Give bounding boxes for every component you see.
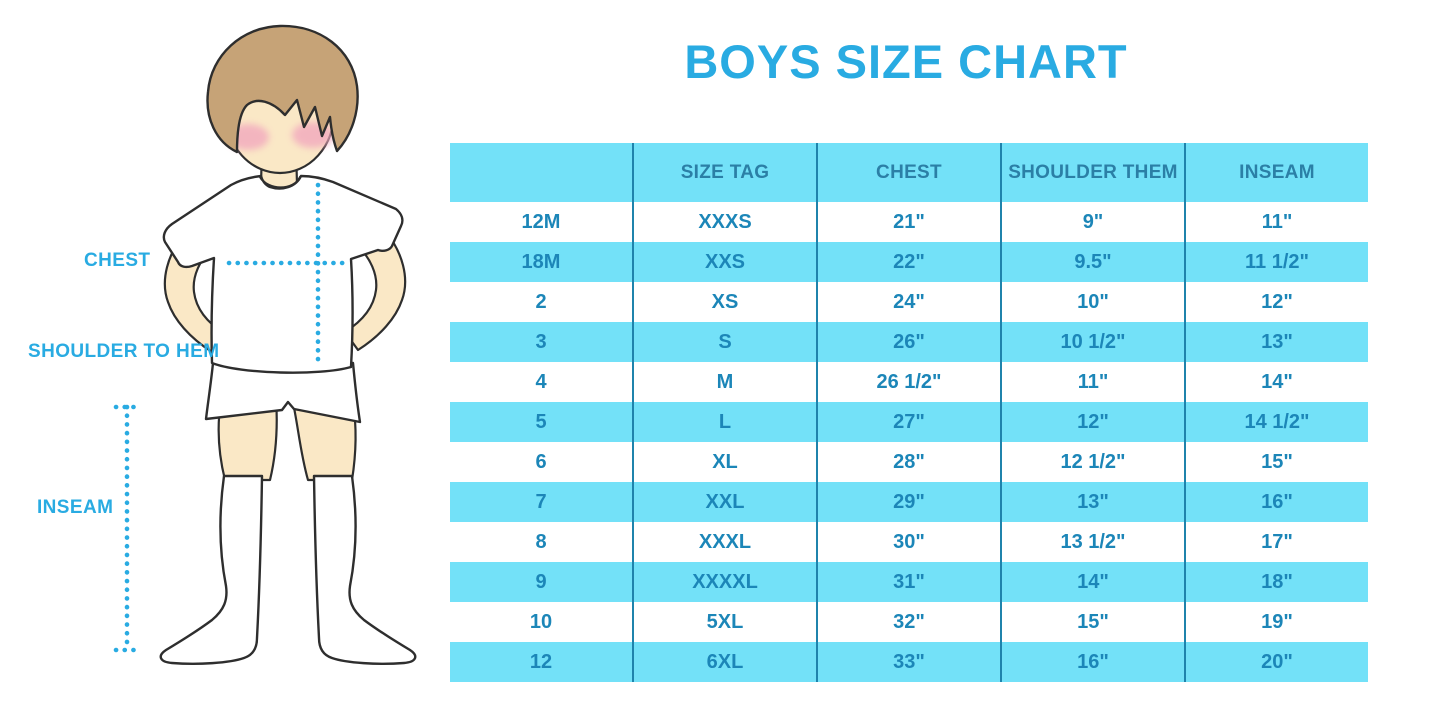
table-cell: 7 — [450, 482, 633, 522]
table-cell: 9.5" — [1000, 242, 1185, 282]
column-header: CHEST — [816, 143, 1001, 202]
table-row: 7 XXL 29" 13" 16" — [450, 482, 1368, 522]
table-row: 10 5XL 32" 15" 19" — [450, 602, 1368, 642]
table-cell: XXXXL — [632, 562, 817, 602]
left-knee — [217, 396, 278, 482]
table-row: 2 XS 24" 10" 12" — [450, 282, 1368, 322]
table-cell: XS — [632, 282, 817, 322]
table-row: 12 6XL 33" 16" 20" — [450, 642, 1368, 682]
table-cell: 12 1/2" — [1000, 442, 1185, 482]
tshirt — [162, 174, 404, 374]
table-cell: 6XL — [632, 642, 817, 682]
table-cell: 14" — [1000, 562, 1185, 602]
table-head: SIZE TAG CHEST SHOULDER THEM INSEAM — [450, 143, 1368, 202]
table-cell: XXXL — [632, 522, 817, 562]
hair — [206, 24, 359, 154]
table-cell: 9 — [450, 562, 633, 602]
table-cell: XXS — [632, 242, 817, 282]
table-cell: 26 1/2" — [816, 362, 1001, 402]
column-header: SHOULDER THEM — [1000, 143, 1185, 202]
table-cell: 15" — [1184, 442, 1368, 482]
table-cell: 3 — [450, 322, 633, 362]
right-sock — [312, 474, 417, 665]
table-cell: L — [632, 402, 817, 442]
table-cell: 14 1/2" — [1184, 402, 1368, 442]
header-row: SIZE TAG CHEST SHOULDER THEM INSEAM — [450, 143, 1368, 202]
table-row: 12M XXXS 21" 9" 11" — [450, 202, 1368, 242]
column-header: INSEAM — [1184, 143, 1368, 202]
table-cell: 11 1/2" — [1184, 242, 1368, 282]
table-cell: XL — [632, 442, 817, 482]
left-sock — [159, 474, 264, 665]
table-cell: 32" — [816, 602, 1001, 642]
table-row: 8 XXXL 30" 13 1/2" 17" — [450, 522, 1368, 562]
table-row: 5 L 27" 12" 14 1/2" — [450, 402, 1368, 442]
table-cell: 11" — [1000, 362, 1185, 402]
table-cell: 10" — [1000, 282, 1185, 322]
table-cell: 16" — [1000, 642, 1185, 682]
table-row: 9 XXXXL 31" 14" 18" — [450, 562, 1368, 602]
table-body: 12M XXXS 21" 9" 11" 18M XXS 22" 9.5" 11 1/2" 2 XS 24… — [450, 202, 1368, 682]
table-cell: S — [632, 322, 817, 362]
table-cell: 21" — [816, 202, 1001, 242]
table-cell: 5XL — [632, 602, 817, 642]
page-title: BOYS SIZE CHART — [684, 35, 1128, 88]
table-cell: 18M — [450, 242, 633, 282]
table-cell: M — [632, 362, 817, 402]
table-cell: 13" — [1000, 482, 1185, 522]
table-cell: 29" — [816, 482, 1001, 522]
table-cell: 30" — [816, 522, 1001, 562]
table-cell: 20" — [1184, 642, 1368, 682]
table-cell: 14" — [1184, 362, 1368, 402]
table-cell: 15" — [1000, 602, 1185, 642]
table-cell: 19" — [1184, 602, 1368, 642]
table-cell: 12M — [521, 210, 561, 233]
table-cell: 28" — [816, 442, 1001, 482]
table-cell: 12 — [450, 642, 633, 682]
size-table: SIZE TAG CHEST SHOULDER THEM INSEAM 12M XXXS… — [450, 143, 1368, 682]
table-cell: 10 1/2" — [1000, 322, 1185, 362]
inseam-label: INSEAM — [37, 497, 114, 518]
table-cell: XXXS — [632, 202, 817, 242]
column-header: SIZE TAG — [632, 143, 817, 202]
table-cell: 12" — [1000, 402, 1185, 442]
table-cell: 4 — [535, 370, 547, 393]
table-cell: 22" — [816, 242, 1001, 282]
table-cell: XXL — [632, 482, 817, 522]
shoulder-to-hem-label: SHOULDER TO HEM — [28, 341, 220, 362]
table-cell: 17" — [1184, 522, 1368, 562]
blush-right-cheek — [292, 122, 334, 148]
table-cell: 24" — [816, 282, 1001, 322]
table-cell: 18" — [1184, 562, 1368, 602]
table-cell: 2 — [535, 290, 547, 313]
table-cell: 33" — [816, 642, 1001, 682]
table-cell: 9" — [1000, 202, 1185, 242]
table-cell: 16" — [1184, 482, 1368, 522]
boy-illustration — [113, 24, 417, 665]
table-row: 4 M 26 1/2" 11" 14" — [450, 362, 1368, 402]
chest-label: CHEST — [84, 250, 151, 271]
table-cell: 11" — [1184, 202, 1368, 242]
table-cell: 6 — [535, 450, 547, 473]
column-header — [450, 143, 633, 202]
right-arm — [343, 230, 407, 352]
table-cell: 12" — [1184, 282, 1368, 322]
table-row: 3 S 26" 10 1/2" 13" — [450, 322, 1368, 362]
table-cell: 10 — [529, 610, 553, 633]
table-row: 6 XL 28" 12 1/2" 15" — [450, 442, 1368, 482]
table-row: 18M XXS 22" 9.5" 11 1/2" — [450, 242, 1368, 282]
table-cell: 27" — [816, 402, 1001, 442]
table-cell: 13" — [1184, 322, 1368, 362]
table-cell: 13 1/2" — [1000, 522, 1185, 562]
shorts — [204, 361, 362, 424]
collar-line — [258, 175, 302, 189]
table-cell: 26" — [816, 322, 1001, 362]
table-cell: 5 — [450, 402, 633, 442]
table-cell: 31" — [816, 562, 1001, 602]
table-cell: 8 — [535, 530, 547, 553]
